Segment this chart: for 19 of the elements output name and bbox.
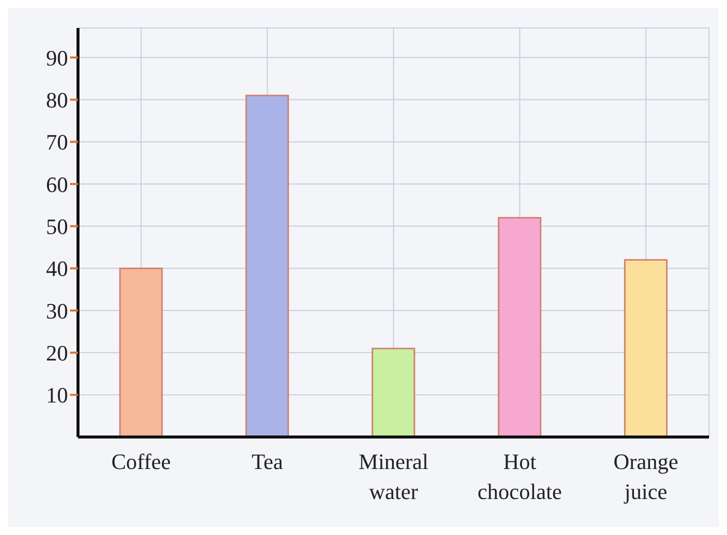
bar bbox=[372, 348, 416, 437]
y-tick-label: 50 bbox=[46, 214, 68, 239]
y-tick-label: 40 bbox=[46, 256, 68, 282]
y-tick-label: 10 bbox=[46, 382, 68, 408]
y-tick-label: 20 bbox=[46, 340, 68, 366]
x-tick-label: Coffee bbox=[111, 449, 171, 474]
bar bbox=[624, 259, 668, 437]
y-tick-label: 80 bbox=[46, 87, 68, 112]
bar bbox=[245, 94, 289, 437]
x-tick-label: Orange juice bbox=[614, 449, 678, 504]
y-tick-label: 30 bbox=[46, 298, 68, 324]
x-tick-label: Mineral water bbox=[358, 449, 428, 504]
bar bbox=[498, 216, 542, 437]
y-tick-label: 60 bbox=[46, 172, 68, 197]
bar bbox=[119, 268, 163, 437]
y-tick-label: 70 bbox=[46, 130, 68, 155]
x-tick-label: Tea bbox=[252, 449, 284, 474]
y-tick-label: 90 bbox=[46, 45, 68, 70]
x-tick-label: Hot chocolate bbox=[478, 449, 562, 504]
